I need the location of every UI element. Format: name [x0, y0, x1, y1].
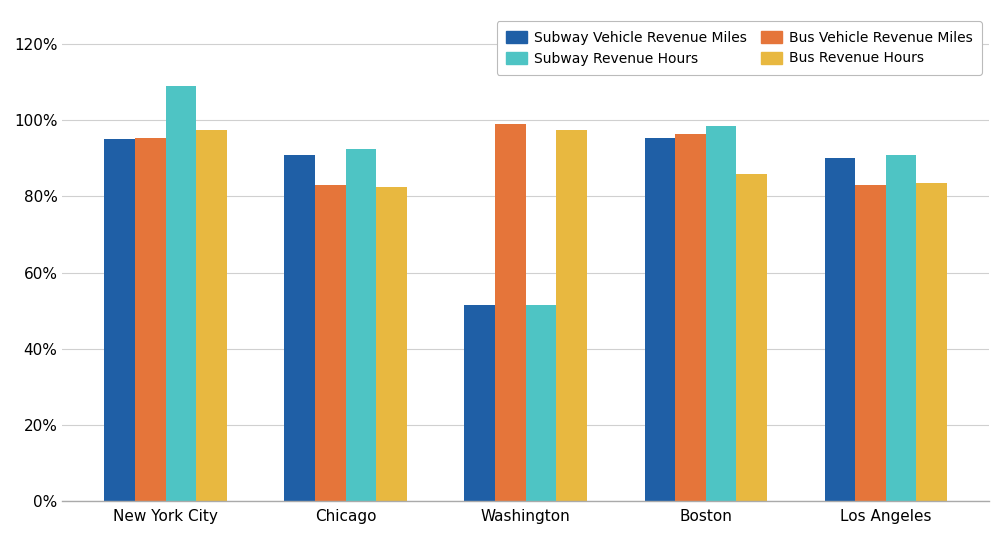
- Bar: [916, 183, 946, 501]
- Bar: [735, 174, 767, 501]
- Bar: [644, 138, 674, 501]
- Bar: [135, 138, 165, 501]
- Bar: [104, 139, 135, 501]
- Bar: [855, 185, 885, 501]
- Bar: [165, 86, 196, 501]
- Bar: [674, 134, 705, 501]
- Bar: [556, 130, 586, 501]
- Bar: [464, 305, 495, 501]
- Bar: [315, 185, 346, 501]
- Bar: [525, 305, 556, 501]
- Bar: [196, 130, 226, 501]
- Bar: [495, 124, 525, 501]
- Bar: [824, 158, 855, 501]
- Bar: [285, 154, 315, 501]
- Bar: [346, 149, 376, 501]
- Legend: Subway Vehicle Revenue Miles, Subway Revenue Hours, Bus Vehicle Revenue Miles, B: Subway Vehicle Revenue Miles, Subway Rev…: [496, 21, 981, 75]
- Bar: [376, 187, 407, 501]
- Bar: [885, 154, 916, 501]
- Bar: [705, 126, 735, 501]
